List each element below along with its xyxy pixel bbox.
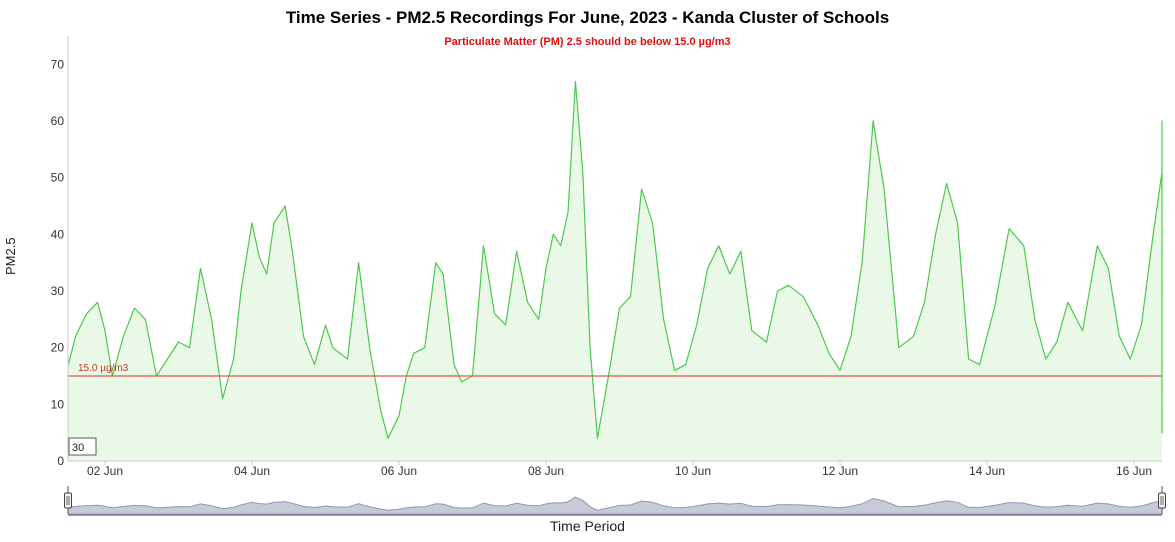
y-tick-label: 20 [51, 341, 65, 355]
x-tick-label: 16 Jun [1116, 464, 1152, 478]
x-tick-label: 08 Jun [528, 464, 564, 478]
badge-text: 30 [72, 442, 84, 454]
y-tick-label: 70 [51, 57, 65, 71]
y-tick-label: 40 [51, 227, 65, 241]
navigator-left-handle[interactable] [64, 492, 72, 509]
series-area [68, 81, 1162, 462]
badge-box [68, 437, 97, 456]
x-tick-label: 14 Jun [969, 464, 1005, 478]
plot-area: 15.0 µg/m3 30 [67, 80, 1163, 462]
navigator-right-handle[interactable] [1158, 492, 1166, 509]
y-tick-label: 10 [51, 397, 65, 411]
x-tick-label: 02 Jun [87, 464, 123, 478]
y-tick-label: 30 [51, 284, 65, 298]
x-axis-label: Time Period [550, 518, 625, 534]
x-tick-label: 12 Jun [822, 464, 858, 478]
x-tick-label: 06 Jun [381, 464, 417, 478]
x-tick-label: 10 Jun [675, 464, 711, 478]
y-tick-label: 0 [57, 454, 64, 468]
x-axis: 02 Jun 04 Jun 06 Jun 08 Jun 10 Jun 12 Jun 14 J… [68, 460, 1162, 478]
y-axis: 0 10 20 30 40 50 60 70 [51, 36, 69, 468]
y-tick-label: 60 [51, 114, 65, 128]
chart-subtitle: Particulate Matter (PM) 2.5 should be be… [444, 36, 731, 48]
chart-title: Time Series - PM2.5 Recordings For June,… [285, 8, 890, 27]
threshold-label: 15.0 µg/m3 [78, 363, 129, 374]
x-tick-label: 04 Jun [234, 464, 270, 478]
y-tick-label: 50 [51, 171, 65, 185]
navigator[interactable] [64, 486, 1166, 516]
